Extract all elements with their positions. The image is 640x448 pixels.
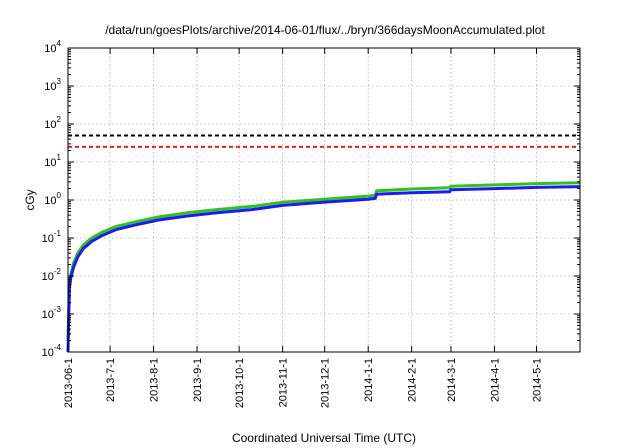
x-tick-label: 2013-10-1 (234, 358, 246, 408)
y-tick-label: 100 (44, 191, 61, 207)
x-tick-label: 2014-4-1 (489, 358, 501, 402)
y-tick-label: 10-1 (42, 229, 62, 245)
chart-title: /data/run/goesPlots/archive/2014-06-01/f… (105, 23, 545, 37)
y-tick-label: 101 (44, 153, 61, 169)
x-tick-label: 2013-9-1 (192, 358, 204, 402)
y-tick-label: 102 (44, 115, 61, 131)
reference-lines (68, 134, 580, 148)
y-tick-label: 104 (44, 39, 61, 55)
x-tick-labels: 2013-06-1 2013-7-1 2013-8-1 2013-9-1 2013-10… (63, 358, 544, 408)
series-layer (66, 181, 581, 353)
x-tick-label: 2013-12-1 (320, 358, 332, 408)
x-axis-label: Coordinated Universal Time (UTC) (232, 431, 416, 445)
y-tick-label: 10-3 (42, 305, 62, 321)
series-line-1 (66, 181, 581, 341)
x-tick-label: 2013-11-1 (278, 358, 290, 407)
x-tick-label: 2013-7-1 (105, 358, 117, 402)
x-tick-label: 2014-5-1 (532, 358, 544, 402)
y-axis-label: cGy (23, 189, 37, 210)
x-tick-label: 2013-8-1 (149, 358, 161, 402)
y-tick-label: 10-2 (42, 267, 62, 283)
x-tick-label: 2014-3-1 (446, 358, 458, 402)
tick-marks (67, 47, 580, 353)
y-tick-labels: 10-4 10-3 10-2 10-1 100 101 102 103 104 (42, 39, 62, 359)
grid-lines (68, 48, 580, 352)
x-tick-label: 2014-2-1 (407, 358, 419, 402)
y-tick-label: 103 (44, 77, 61, 93)
x-tick-label: 2013-06-1 (63, 358, 75, 408)
series-line-2 (66, 185, 581, 353)
x-tick-label: 2014-1-1 (363, 358, 375, 402)
y-tick-label: 10-4 (42, 343, 62, 359)
